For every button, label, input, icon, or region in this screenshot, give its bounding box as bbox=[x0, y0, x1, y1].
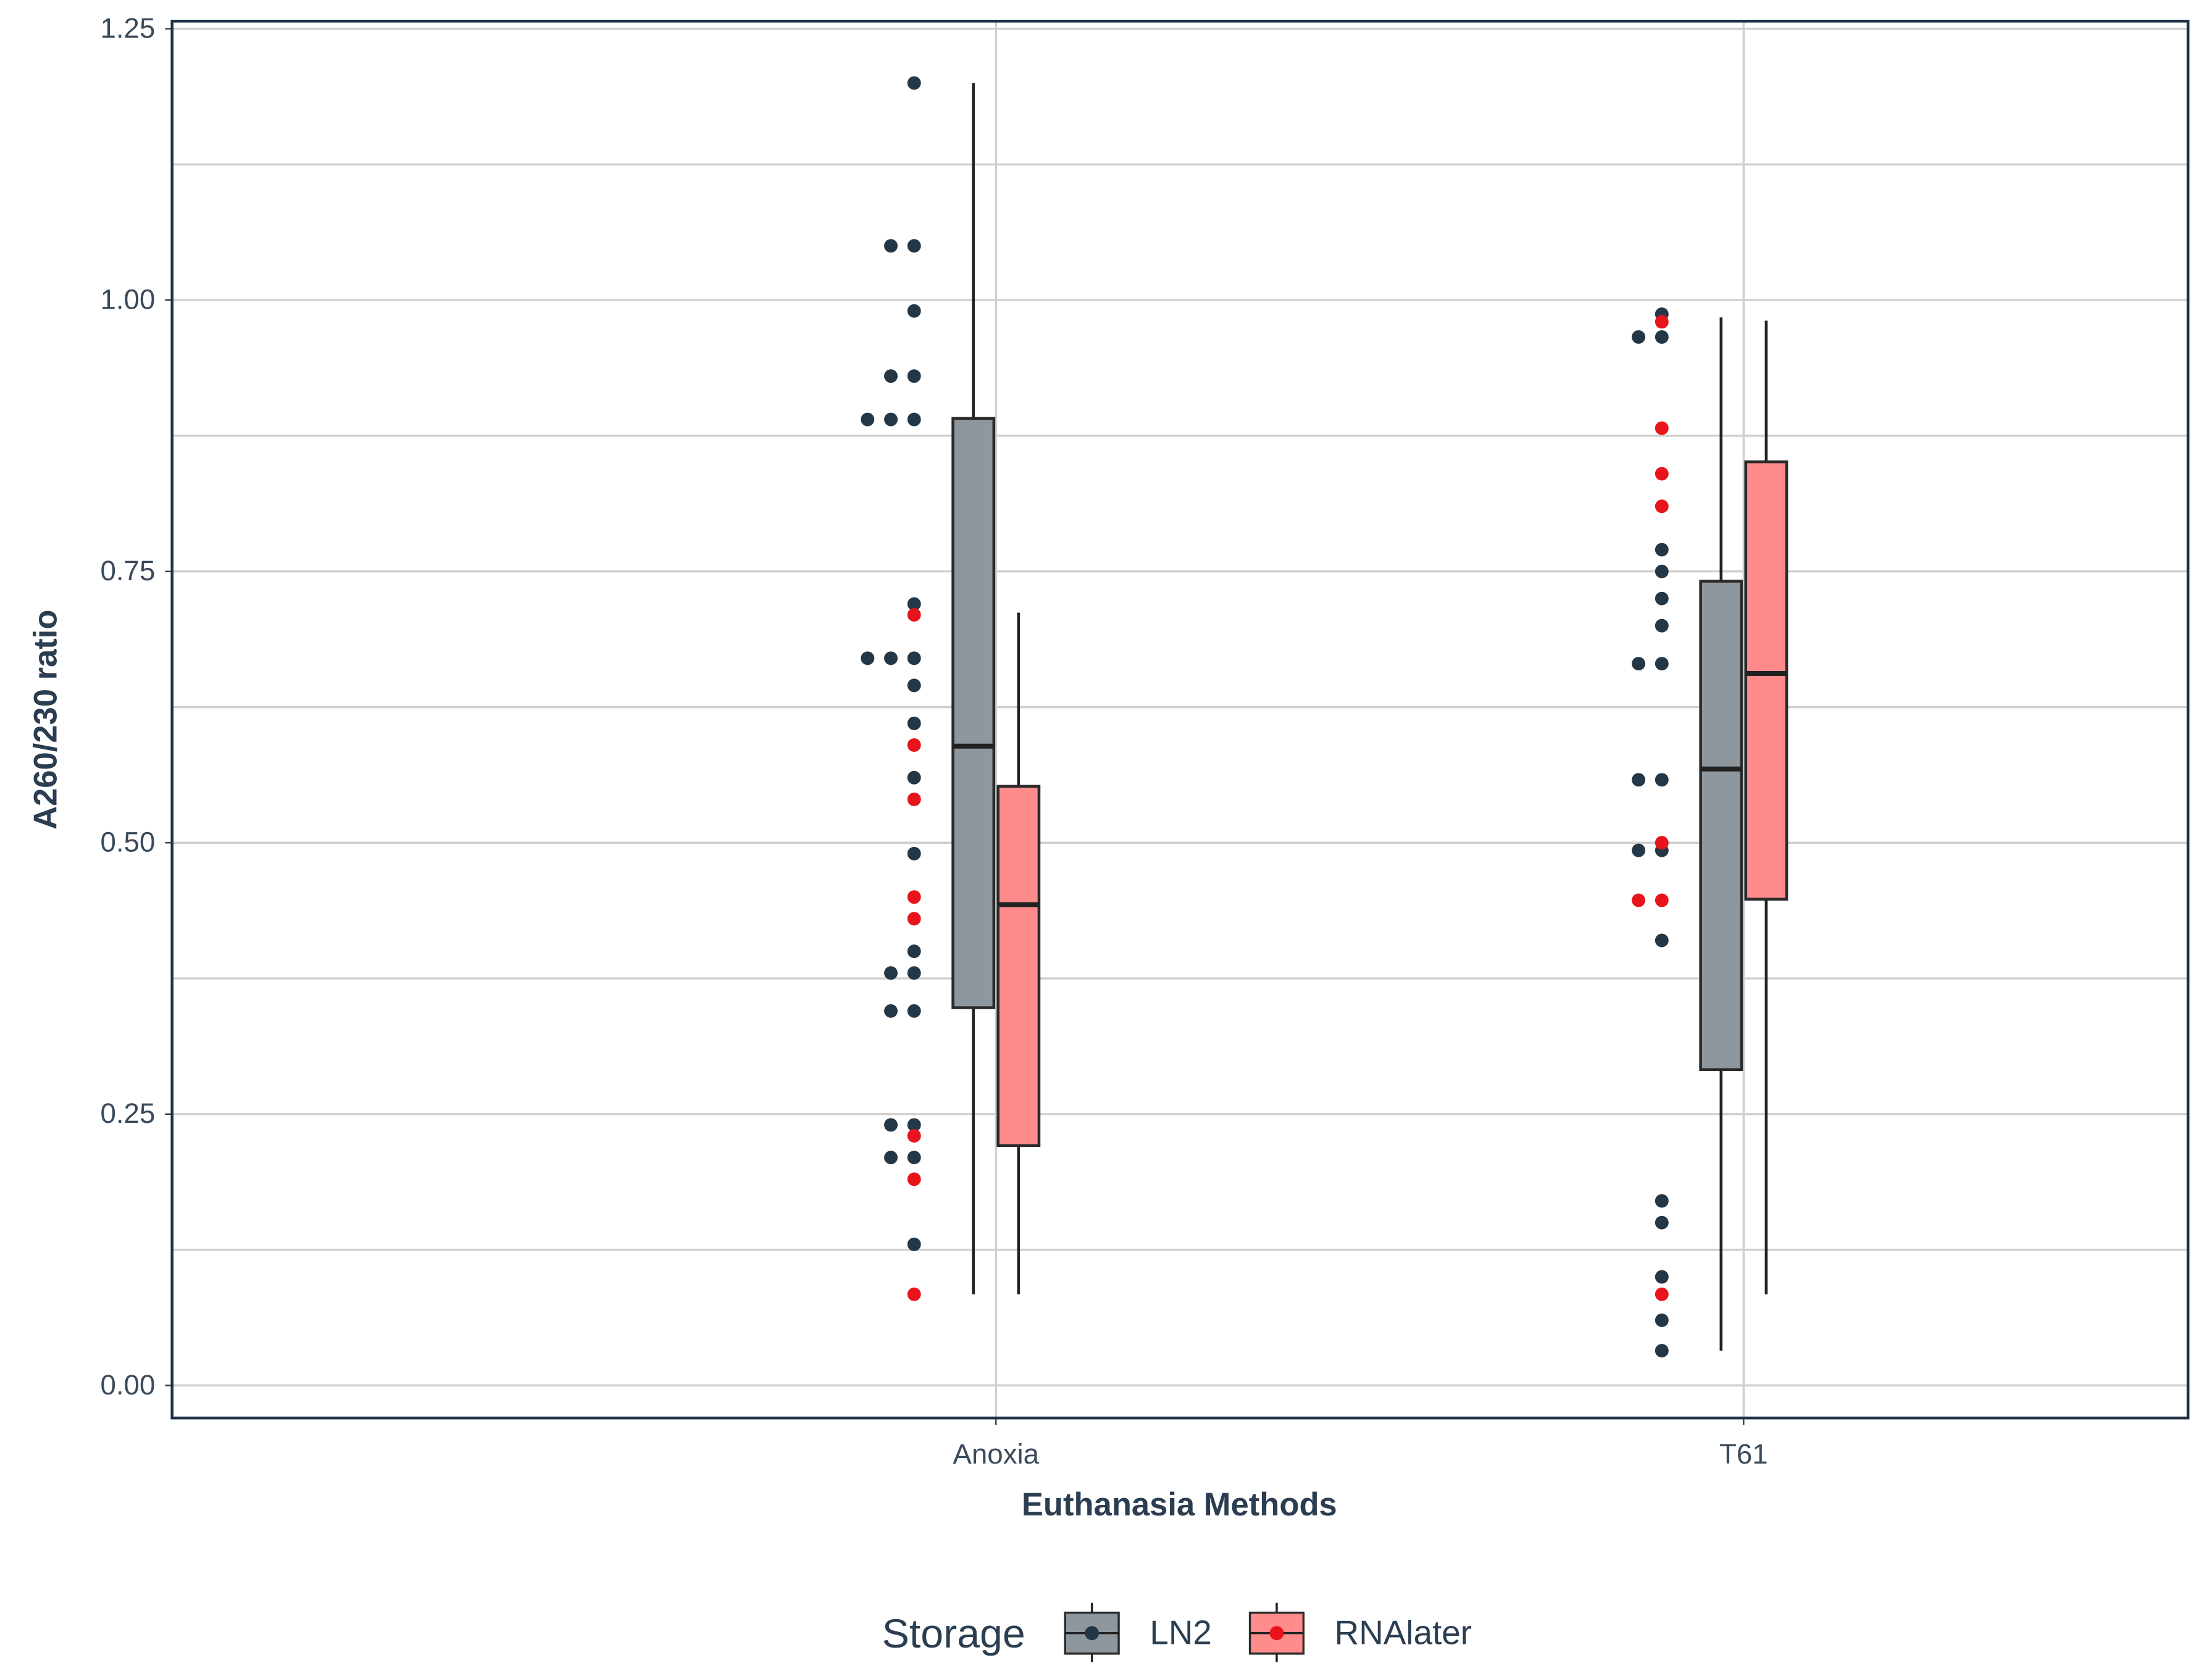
data-point bbox=[1632, 773, 1646, 787]
data-point bbox=[1632, 657, 1646, 671]
data-point bbox=[907, 738, 921, 752]
legend-label: LN2 bbox=[1150, 1614, 1212, 1652]
data-point bbox=[907, 1287, 921, 1301]
data-point bbox=[907, 369, 921, 383]
y-tick-label: 1.25 bbox=[100, 12, 155, 44]
data-point bbox=[907, 1237, 921, 1251]
data-point bbox=[884, 1004, 898, 1018]
box bbox=[1699, 580, 1743, 1072]
data-point bbox=[907, 597, 921, 611]
legend-title: Storage bbox=[882, 1611, 1025, 1657]
data-point bbox=[907, 792, 921, 806]
data-point bbox=[907, 678, 921, 693]
data-point bbox=[884, 412, 898, 427]
y-tick-label: 0.25 bbox=[100, 1098, 155, 1129]
data-point bbox=[1655, 836, 1669, 850]
data-point bbox=[1655, 499, 1669, 514]
data-point bbox=[1655, 1270, 1669, 1284]
data-point bbox=[907, 1118, 921, 1132]
data-point bbox=[884, 1151, 898, 1165]
data-point bbox=[1655, 1313, 1669, 1327]
data-point bbox=[1655, 619, 1669, 633]
data-point bbox=[1655, 330, 1669, 344]
data-point bbox=[907, 412, 921, 427]
y-tick-label: 1.00 bbox=[100, 284, 155, 315]
data-point bbox=[884, 369, 898, 383]
data-point bbox=[1655, 467, 1669, 481]
data-point bbox=[861, 651, 875, 665]
data-point bbox=[907, 304, 921, 318]
data-point bbox=[907, 1004, 921, 1018]
data-point bbox=[907, 716, 921, 730]
data-point bbox=[1655, 657, 1669, 671]
data-point bbox=[1655, 1215, 1669, 1230]
data-point bbox=[907, 770, 921, 785]
data-point bbox=[884, 651, 898, 665]
legend-point bbox=[1269, 1626, 1284, 1641]
data-point bbox=[1655, 564, 1669, 578]
box bbox=[1744, 460, 1788, 901]
data-point bbox=[907, 651, 921, 665]
y-axis-title: A260/230 ratio bbox=[28, 610, 64, 830]
data-point bbox=[907, 1151, 921, 1165]
data-point bbox=[861, 412, 875, 427]
y-tick-label: 0.75 bbox=[100, 555, 155, 586]
y-tick-label: 0.50 bbox=[100, 827, 155, 858]
y-tick-label: 0.00 bbox=[100, 1369, 155, 1401]
data-point bbox=[1632, 330, 1646, 344]
x-tick-label: Anoxia bbox=[953, 1438, 1039, 1470]
data-point bbox=[1655, 591, 1669, 606]
data-point bbox=[1655, 421, 1669, 435]
box bbox=[951, 417, 996, 1009]
data-point bbox=[907, 912, 921, 926]
data-point bbox=[907, 966, 921, 980]
data-point bbox=[1655, 893, 1669, 907]
x-axis-title: Euthanasia Methods bbox=[1022, 1486, 1337, 1523]
data-point bbox=[884, 239, 898, 253]
plot-border bbox=[170, 20, 2190, 1420]
data-point bbox=[907, 1172, 921, 1186]
data-point bbox=[907, 944, 921, 959]
data-point bbox=[907, 239, 921, 253]
legend-point bbox=[1085, 1626, 1100, 1641]
data-point bbox=[884, 1118, 898, 1132]
legend-label: RNAlater bbox=[1335, 1614, 1472, 1652]
data-point bbox=[907, 846, 921, 860]
data-point bbox=[884, 966, 898, 980]
data-point bbox=[1655, 315, 1669, 329]
data-point bbox=[907, 76, 921, 90]
data-point bbox=[1655, 1287, 1669, 1301]
data-point bbox=[907, 608, 921, 622]
data-point bbox=[907, 1129, 921, 1143]
x-tick-label: T61 bbox=[1719, 1438, 1768, 1470]
data-point bbox=[1632, 843, 1646, 857]
data-point bbox=[1655, 1344, 1669, 1358]
data-point bbox=[1655, 933, 1669, 948]
data-point bbox=[907, 890, 921, 904]
data-point bbox=[1655, 543, 1669, 557]
data-point bbox=[1655, 1194, 1669, 1208]
box bbox=[996, 785, 1041, 1148]
data-point bbox=[1632, 893, 1646, 907]
data-point bbox=[1655, 773, 1669, 787]
